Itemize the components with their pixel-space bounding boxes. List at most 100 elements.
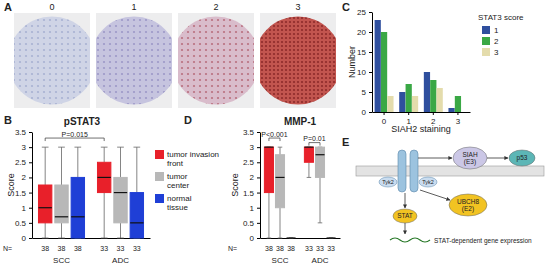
e3-ligase <box>453 147 487 169</box>
tick-label: 3 <box>22 143 27 152</box>
category-label: SCC <box>53 256 70 265</box>
image-label: 2 <box>213 2 218 12</box>
box-body <box>55 185 68 223</box>
median <box>304 147 313 148</box>
legend-entry: tumor invasionfront <box>167 150 219 168</box>
bar <box>448 108 454 112</box>
panel-label: C <box>342 1 350 13</box>
bar <box>430 80 436 112</box>
whisker-cap <box>101 147 108 148</box>
box <box>315 147 324 223</box>
legend-swatch <box>482 37 490 45</box>
significance-bracket <box>45 138 104 141</box>
tick-label: 2.5 <box>243 158 255 167</box>
panel-label: B <box>4 114 12 126</box>
axis <box>261 238 341 239</box>
box <box>287 238 296 239</box>
e2-enzyme <box>449 194 487 216</box>
plot-area <box>375 20 461 112</box>
tick: 15 <box>357 48 372 57</box>
box-body <box>264 147 273 192</box>
axis-title: Number <box>347 46 357 78</box>
whisker-cap <box>267 238 272 239</box>
p53 <box>509 150 535 166</box>
whisker <box>320 177 321 222</box>
tick-mark <box>29 132 32 133</box>
tick-mark <box>29 147 32 148</box>
tick-mark <box>257 238 260 239</box>
box <box>71 147 84 238</box>
panel-label: E <box>342 136 349 148</box>
tick-label: 2 <box>250 173 255 182</box>
n-prefix: N= <box>3 245 12 252</box>
box <box>275 147 284 238</box>
node-label: Tyk2 <box>422 179 434 185</box>
node-label: UBCH8(E2) <box>457 198 479 213</box>
tick: 5 <box>362 88 372 97</box>
receptor <box>398 150 406 192</box>
whisker-cap <box>278 147 283 148</box>
tick: 1 <box>22 204 32 213</box>
box <box>38 147 51 238</box>
bar <box>399 92 405 112</box>
tick-mark <box>369 112 372 113</box>
legend-entry: normaltissue <box>167 194 192 212</box>
tick: 2.5 <box>243 158 260 167</box>
bar <box>437 88 443 112</box>
box <box>130 147 143 238</box>
tick-mark <box>29 193 32 194</box>
tick-mark <box>257 147 260 148</box>
whisker <box>104 193 105 238</box>
median <box>275 177 284 178</box>
whisker <box>268 193 269 238</box>
whisker <box>104 147 105 162</box>
tick: 1.5 <box>243 189 260 198</box>
tick-mark <box>369 52 372 53</box>
tick: 3.5 <box>15 128 32 137</box>
box <box>304 147 313 177</box>
tick-label: 1 <box>22 204 27 213</box>
tick: 0 <box>362 108 372 117</box>
legend-swatch <box>155 194 164 203</box>
n-label: 38 <box>58 245 66 252</box>
tick-label: 1.5 <box>15 189 27 198</box>
whisker-cap <box>101 238 108 239</box>
arrow <box>405 193 406 208</box>
tick-label: 25 <box>357 8 366 17</box>
tick-label: 1.5 <box>243 189 255 198</box>
significance-bracket <box>269 138 280 141</box>
tick: 3.5 <box>243 128 260 137</box>
chart-title: pSTAT3 <box>64 116 101 127</box>
whisker-cap <box>117 238 124 239</box>
whisker <box>308 162 309 177</box>
category-label: ADC <box>312 256 329 265</box>
panel-label: D <box>184 114 192 126</box>
median <box>264 147 273 148</box>
tick-label: 0 <box>22 234 27 243</box>
tick: 3 <box>456 112 461 126</box>
significance-bracket <box>309 143 320 146</box>
axis-title: SIAH2 staining <box>391 124 451 134</box>
legend-entry: 1 <box>494 26 499 35</box>
stat <box>393 209 417 223</box>
whisker-cap <box>278 238 283 239</box>
annotation: P=0.01 <box>303 135 325 142</box>
tick-label: 20 <box>357 28 366 37</box>
whisker-cap <box>318 222 323 223</box>
n-label: 38 <box>265 245 273 252</box>
tick: 0.5 <box>15 219 32 228</box>
box <box>327 238 336 239</box>
category-label: ADC <box>112 256 129 265</box>
axis-title: Score <box>6 173 16 197</box>
tick-label: 0 <box>250 234 255 243</box>
tick-mark <box>257 193 260 194</box>
box-body <box>130 193 143 238</box>
box-body <box>315 147 324 177</box>
tick-label: 0.5 <box>15 219 27 228</box>
tick-label: 1 <box>250 204 255 213</box>
whisker <box>280 208 281 238</box>
whisker-cap <box>307 177 312 178</box>
tick-label: 0 <box>382 117 387 126</box>
tick-label: 0 <box>362 108 367 117</box>
tick: 3 <box>22 143 32 152</box>
